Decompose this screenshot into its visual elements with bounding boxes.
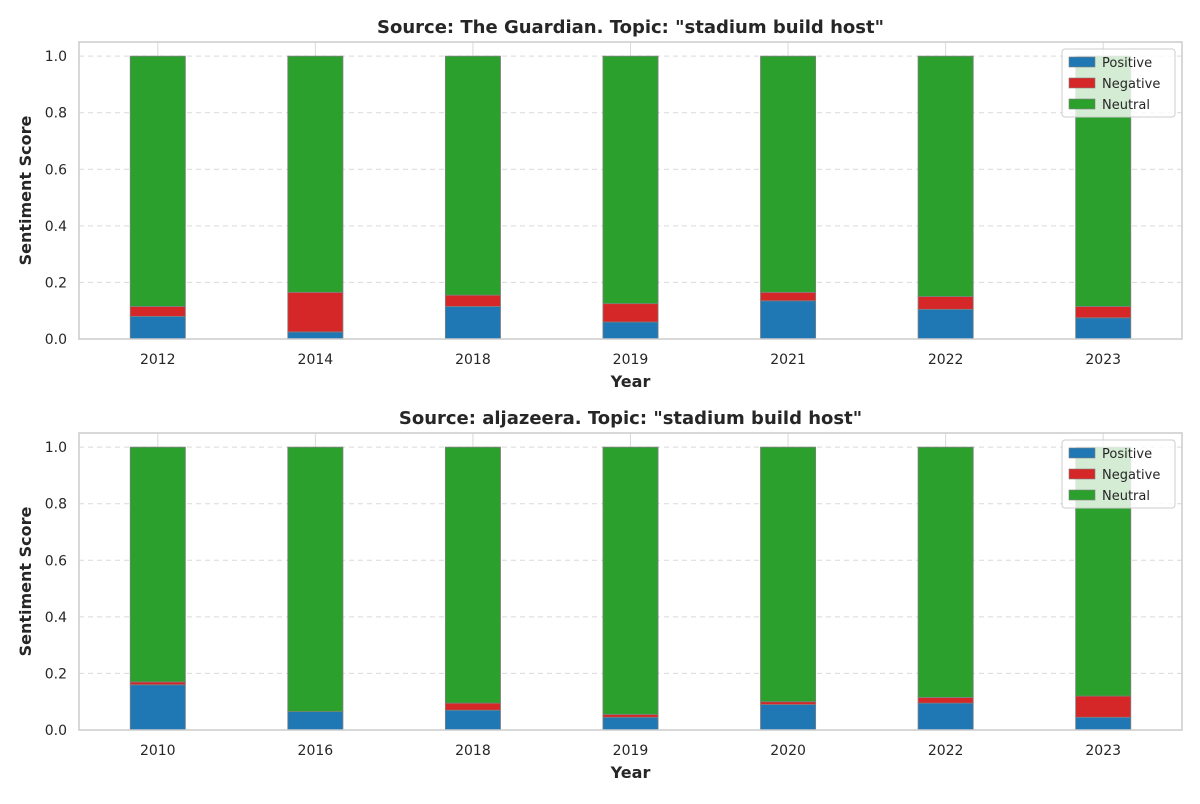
- legend-swatch-neutral: [1068, 489, 1096, 501]
- bar-positive-2022: [917, 702, 974, 731]
- plot-frame: [78, 432, 1183, 731]
- bar-positive-2023: [1075, 716, 1132, 731]
- legend-swatch-neutral: [1068, 98, 1096, 110]
- legend-swatch-negative: [1068, 77, 1096, 89]
- bar-neutral-2018: [444, 446, 501, 704]
- chart-title: Source: aljazeera. Topic: "stadium build…: [399, 408, 862, 429]
- y-tick-label: 0.0: [45, 332, 67, 348]
- bar-negative-2020: [760, 701, 817, 705]
- x-axis-label: Year: [610, 763, 651, 782]
- y-tick-label: 0.8: [45, 497, 67, 513]
- x-tick-label: 2016: [298, 743, 334, 759]
- legend: Positive Negative Neutral: [1061, 48, 1176, 118]
- chart-panel-guardian: 0.0 0.2 0.4 0.6 0.8 1.0 2012 2014 2018 2019 2021 20…: [16, 17, 1183, 391]
- legend: Positive Negative Neutral: [1061, 439, 1176, 509]
- y-tick-label: 0.0: [45, 723, 67, 739]
- bar-positive-2023: [1075, 317, 1132, 340]
- bar-negative-2012: [129, 306, 186, 317]
- x-tick-label: 2018: [455, 743, 491, 759]
- bar-neutral-2010: [129, 446, 186, 683]
- x-tick-label: 2023: [1085, 743, 1121, 759]
- bar-neutral-2018: [444, 55, 501, 296]
- legend-swatch-negative: [1068, 468, 1096, 480]
- legend-label-negative: Negative: [1102, 77, 1160, 92]
- bar-positive-2018: [444, 709, 501, 731]
- bar-positive-2019: [602, 716, 659, 731]
- x-tick-label: 2014: [298, 352, 334, 368]
- y-tick-label: 0.8: [45, 106, 67, 122]
- x-tick-label: 2023: [1085, 352, 1121, 368]
- bar-positive-2014: [287, 331, 344, 340]
- bar-neutral-2012: [129, 55, 186, 307]
- bar-negative-2010: [129, 681, 186, 686]
- bar-negative-2018: [444, 702, 501, 711]
- bar-positive-2021: [760, 300, 817, 340]
- bar-neutral-2019: [602, 446, 659, 715]
- bar-negative-2014: [287, 291, 344, 333]
- plot-frame: [78, 41, 1183, 340]
- bar-positive-2019: [602, 321, 659, 340]
- bar-positive-2022: [917, 308, 974, 340]
- x-tick-label: 2010: [140, 743, 176, 759]
- x-tick-label: 2020: [770, 743, 806, 759]
- bar-positive-2016: [287, 711, 344, 731]
- legend-label-neutral: Neutral: [1102, 98, 1150, 113]
- x-axis-label: Year: [610, 372, 651, 391]
- y-tick-label: 1.0: [45, 49, 67, 65]
- y-tick-label: 0.2: [45, 666, 67, 682]
- bar-neutral-2022: [917, 446, 974, 698]
- bar-positive-2018: [444, 306, 501, 340]
- y-tick-label: 0.6: [45, 553, 67, 569]
- bar-negative-2019: [602, 303, 659, 323]
- y-axis-label: Sentiment Score: [16, 506, 35, 656]
- bar-negative-2022: [917, 296, 974, 310]
- legend-label-negative: Negative: [1102, 468, 1160, 483]
- bar-neutral-2016: [287, 446, 344, 713]
- x-tick-label: 2022: [928, 352, 964, 368]
- legend-swatch-positive: [1068, 56, 1096, 68]
- bar-neutral-2020: [760, 446, 817, 703]
- bar-positive-2010: [129, 684, 186, 731]
- y-axis-label: Sentiment Score: [16, 115, 35, 265]
- legend-swatch-positive: [1068, 447, 1096, 459]
- bar-positive-2012: [129, 315, 186, 340]
- bar-neutral-2021: [760, 55, 817, 293]
- y-tick-label: 0.6: [45, 162, 67, 178]
- bar-neutral-2022: [917, 55, 974, 297]
- legend-label-neutral: Neutral: [1102, 489, 1150, 504]
- bar-positive-2020: [760, 704, 817, 731]
- bar-neutral-2019: [602, 55, 659, 305]
- bar-neutral-2014: [287, 55, 344, 293]
- bar-negative-2023: [1075, 695, 1132, 718]
- legend-label-positive: Positive: [1102, 56, 1152, 71]
- y-tick-label: 1.0: [45, 440, 67, 456]
- legend-label-positive: Positive: [1102, 447, 1152, 462]
- bar-negative-2023: [1075, 306, 1132, 319]
- x-tick-label: 2018: [455, 352, 491, 368]
- bar-negative-2021: [760, 291, 817, 302]
- x-tick-label: 2022: [928, 743, 964, 759]
- y-tick-label: 0.4: [45, 219, 67, 235]
- x-tick-label: 2019: [613, 743, 649, 759]
- bar-negative-2019: [602, 714, 659, 718]
- y-tick-label: 0.2: [45, 275, 67, 291]
- bar-negative-2018: [444, 294, 501, 307]
- chart-title: Source: The Guardian. Topic: "stadium bu…: [377, 17, 884, 38]
- x-tick-label: 2021: [770, 352, 806, 368]
- x-tick-label: 2019: [613, 352, 649, 368]
- x-tick-label: 2012: [140, 352, 176, 368]
- bar-negative-2022: [917, 697, 974, 704]
- chart-panel-aljazeera: 0.0 0.2 0.4 0.6 0.8 1.0 2010 2016 2018 2019 2020 20…: [16, 408, 1183, 782]
- y-tick-label: 0.4: [45, 610, 67, 626]
